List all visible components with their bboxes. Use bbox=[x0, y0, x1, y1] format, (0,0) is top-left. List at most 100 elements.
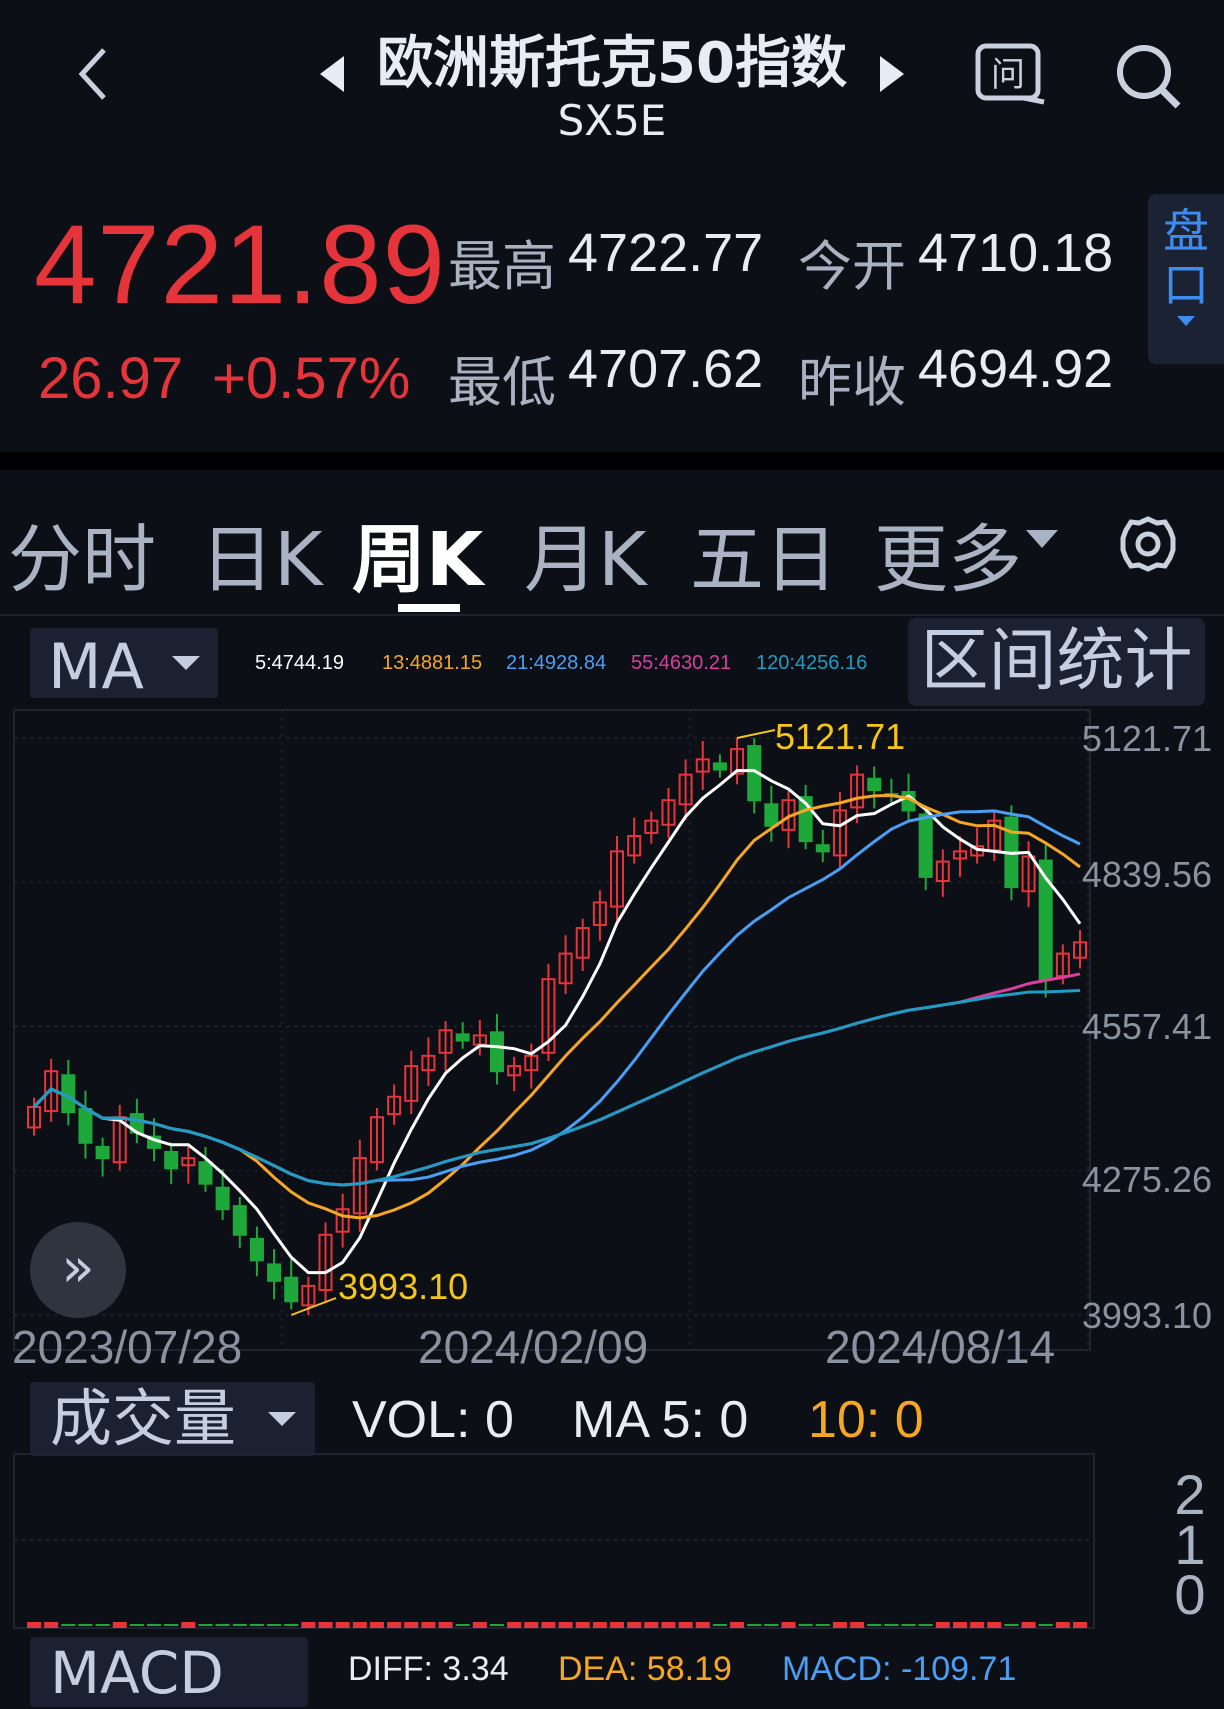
candle-body bbox=[764, 803, 779, 827]
search-icon[interactable] bbox=[1112, 40, 1184, 112]
volume-bar bbox=[867, 1624, 882, 1626]
y-tick-label: 4275.26 bbox=[1081, 1159, 1212, 1200]
volume-bar bbox=[764, 1624, 779, 1626]
candle-body bbox=[575, 927, 590, 959]
open-value: 4710.18 bbox=[918, 223, 1114, 283]
volume-bar bbox=[661, 1622, 676, 1628]
candle-body bbox=[284, 1276, 299, 1303]
back-chevron-icon[interactable] bbox=[72, 44, 112, 104]
y-tick-label: 4557.41 bbox=[1081, 1006, 1212, 1047]
volume-bar bbox=[387, 1622, 402, 1628]
ma5-value: 5:4744.19 bbox=[255, 652, 344, 674]
volume-bar bbox=[147, 1624, 162, 1626]
volume-bar bbox=[164, 1624, 179, 1626]
candle-body bbox=[815, 844, 830, 853]
order-book-panel-toggle[interactable]: 盘 口 bbox=[1148, 194, 1224, 364]
candle-body bbox=[952, 850, 967, 860]
y-tick-label: 0 bbox=[1174, 1563, 1206, 1626]
macd-indicator-selector[interactable]: MACD bbox=[30, 1637, 308, 1707]
range-stats-button[interactable]: 区间统计 bbox=[908, 618, 1205, 706]
high-value: 4722.77 bbox=[568, 223, 764, 283]
tab-daily-k[interactable]: 日K bbox=[200, 517, 323, 603]
caret-down-icon bbox=[1177, 316, 1195, 326]
macd-value: MACD: -109.71 bbox=[782, 1650, 1017, 1688]
tab-intraday[interactable]: 分时 bbox=[8, 517, 156, 603]
tab-five-day[interactable]: 五日 bbox=[690, 517, 838, 603]
ma21-value: 21:4928.84 bbox=[506, 652, 607, 674]
index-title: 欧洲斯托克50指数 bbox=[377, 31, 847, 96]
volume-bar bbox=[850, 1622, 865, 1628]
last-price: 4721.89 bbox=[34, 202, 446, 327]
panel-label: 口 bbox=[1163, 258, 1209, 312]
indicator-selector[interactable]: MA bbox=[30, 628, 218, 703]
y-tick-label: 1 bbox=[1174, 1513, 1206, 1576]
candle-body bbox=[935, 860, 950, 883]
volume-indicator-selector[interactable]: 成交量 bbox=[30, 1382, 315, 1456]
x-tick-label: 2023/07/28 bbox=[12, 1321, 243, 1373]
y-tick-label: 4839.56 bbox=[1081, 854, 1212, 895]
macd-indicator-name: MACD bbox=[50, 1639, 224, 1707]
y-tick-label: 5121.71 bbox=[1081, 718, 1212, 759]
tab-weekly-k[interactable]: 周K bbox=[352, 517, 484, 603]
volume-bar bbox=[798, 1624, 813, 1626]
volume-bar bbox=[935, 1622, 950, 1628]
settings-gear-icon[interactable] bbox=[1118, 514, 1178, 574]
next-index-arrow-icon[interactable] bbox=[880, 56, 904, 92]
prev-index-arrow-icon[interactable] bbox=[320, 56, 344, 92]
candle-body bbox=[712, 762, 727, 771]
max-price-label: 5121.71 bbox=[775, 716, 906, 757]
volume-bar bbox=[335, 1622, 350, 1628]
volume-bar bbox=[901, 1624, 916, 1626]
divider bbox=[0, 452, 1224, 470]
volume-bar bbox=[832, 1622, 847, 1628]
volume-bar bbox=[267, 1624, 282, 1626]
candle-body bbox=[198, 1161, 213, 1185]
volume-bar bbox=[507, 1622, 522, 1628]
volume-bar bbox=[489, 1624, 504, 1626]
volume-bar bbox=[1055, 1622, 1070, 1628]
volume-bar bbox=[541, 1622, 556, 1628]
prev-close-label: 昨收 bbox=[798, 351, 906, 414]
candle-body bbox=[404, 1065, 419, 1102]
question-chat-icon[interactable]: 问 bbox=[974, 42, 1048, 106]
tab-more[interactable]: 更多 bbox=[874, 517, 1022, 603]
volume-bar bbox=[524, 1622, 539, 1628]
vol-value: VOL: 0 bbox=[352, 1391, 514, 1449]
volume-bar bbox=[352, 1622, 367, 1628]
candle-body bbox=[387, 1095, 402, 1116]
expand-sidebar-button[interactable]: » bbox=[30, 1222, 126, 1318]
volume-bar bbox=[301, 1622, 316, 1628]
candle-body bbox=[181, 1157, 196, 1167]
min-price-label: 3993.10 bbox=[338, 1266, 469, 1307]
candle-body bbox=[730, 748, 745, 775]
candle-body bbox=[850, 773, 865, 809]
candle-body bbox=[164, 1150, 179, 1170]
price-change: 26.97 bbox=[38, 346, 184, 411]
candle-body bbox=[301, 1284, 316, 1307]
candlestick-chart[interactable] bbox=[0, 700, 1224, 1380]
volume-bar bbox=[884, 1624, 899, 1626]
panel-label: 盘 bbox=[1163, 204, 1209, 258]
high-label: 最高 bbox=[448, 235, 556, 298]
candle-body bbox=[215, 1186, 230, 1211]
ma55-line bbox=[32, 972, 1081, 1187]
double-chevron-right-icon: » bbox=[61, 1236, 95, 1299]
volume-bar bbox=[95, 1624, 110, 1626]
tab-monthly-k[interactable]: 月K bbox=[524, 517, 647, 603]
candle-body bbox=[541, 978, 556, 1054]
volume-bar bbox=[181, 1622, 196, 1628]
volume-bar bbox=[678, 1622, 693, 1628]
active-tab-indicator bbox=[398, 604, 460, 612]
candle-body bbox=[421, 1054, 436, 1072]
volume-bar bbox=[1073, 1622, 1087, 1628]
max-marker-line bbox=[736, 729, 776, 739]
macd-dea: DEA: 58.19 bbox=[558, 1650, 732, 1688]
volume-bar bbox=[558, 1622, 573, 1628]
candle-body bbox=[627, 835, 642, 857]
candle-body bbox=[232, 1205, 247, 1236]
volume-bar bbox=[438, 1622, 453, 1628]
volume-indicator-name: 成交量 bbox=[50, 1382, 237, 1455]
volume-bar bbox=[644, 1622, 659, 1628]
candle-body bbox=[335, 1208, 350, 1233]
macd-diff: DIFF: 3.34 bbox=[348, 1650, 509, 1688]
